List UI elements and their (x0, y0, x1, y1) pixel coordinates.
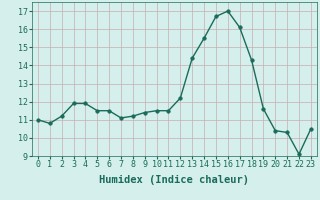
X-axis label: Humidex (Indice chaleur): Humidex (Indice chaleur) (100, 175, 249, 185)
